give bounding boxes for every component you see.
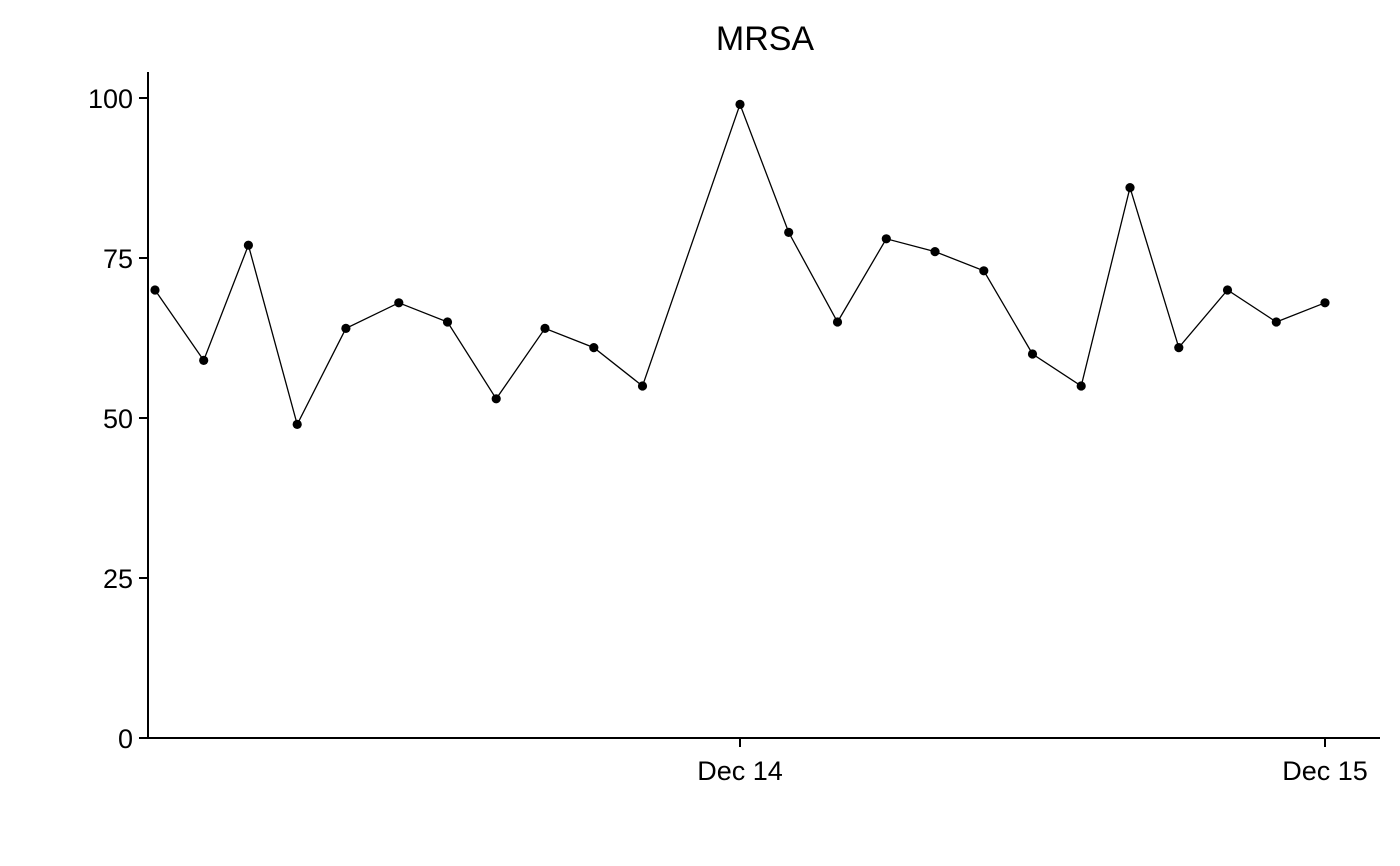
data-point — [1222, 285, 1233, 295]
data-point — [1174, 343, 1184, 353]
y-tick-label: 25 — [103, 564, 133, 594]
x-tick-label: Dec 14 — [697, 756, 783, 786]
data-point — [735, 99, 745, 109]
data-point — [150, 285, 160, 295]
y-tick-label: 50 — [103, 404, 133, 434]
data-point — [243, 240, 253, 250]
data-point — [1027, 349, 1038, 359]
data-point — [1271, 317, 1281, 327]
chart-title: MRSA — [716, 20, 815, 58]
x-tick-label: Dec 15 — [1282, 756, 1368, 786]
series-line — [154, 102, 1326, 427]
data-point — [637, 381, 648, 391]
data-point — [540, 323, 550, 333]
series-mrsa — [150, 99, 1330, 429]
data-point — [589, 343, 599, 353]
data-point — [881, 234, 891, 244]
data-point — [442, 317, 453, 327]
x-axis: Dec 14 Dec 15 — [148, 737, 1380, 786]
data-point — [1320, 298, 1330, 308]
data-point — [292, 419, 302, 429]
data-point — [832, 317, 843, 327]
data-point — [930, 247, 940, 257]
y-tick-label: 0 — [118, 724, 133, 754]
y-tick-label: 75 — [103, 244, 133, 274]
data-point — [1076, 381, 1086, 391]
data-point — [394, 298, 404, 308]
y-axis: 0 25 50 75 100 — [88, 72, 149, 754]
data-point — [491, 394, 501, 404]
data-point — [341, 323, 351, 333]
data-point — [784, 227, 794, 237]
data-point — [979, 266, 989, 276]
y-tick-label: 100 — [88, 84, 133, 114]
data-point — [199, 355, 209, 365]
data-point — [1125, 183, 1135, 193]
